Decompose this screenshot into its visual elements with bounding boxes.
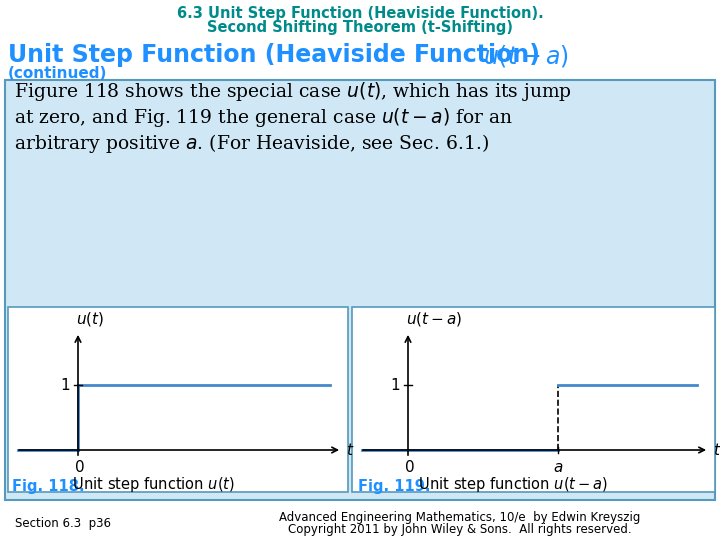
Text: 0: 0 — [405, 460, 415, 475]
Text: Figure 118 shows the special case $u(t)$, which has its jump: Figure 118 shows the special case $u(t)$… — [14, 80, 572, 103]
Text: $u(t-a)$: $u(t-a)$ — [406, 310, 462, 328]
Text: Advanced Engineering Mathematics, 10/e  by Edwin Kreyszig: Advanced Engineering Mathematics, 10/e b… — [279, 511, 641, 524]
Text: Unit Step Function (Heaviside Function): Unit Step Function (Heaviside Function) — [8, 43, 548, 67]
Text: Fig. 119.: Fig. 119. — [358, 479, 431, 494]
Text: $t$: $t$ — [346, 442, 354, 458]
FancyBboxPatch shape — [8, 307, 348, 492]
Text: Unit step function $u(t-a)$: Unit step function $u(t-a)$ — [414, 475, 608, 494]
Text: 1: 1 — [60, 377, 70, 393]
FancyBboxPatch shape — [352, 307, 715, 492]
Text: $u(t-a)$: $u(t-a)$ — [483, 43, 569, 69]
Text: $t$: $t$ — [713, 442, 720, 458]
Text: Copyright 2011 by John Wiley & Sons.  All rights reserved.: Copyright 2011 by John Wiley & Sons. All… — [288, 523, 632, 537]
Text: Unit step function $u(t)$: Unit step function $u(t)$ — [68, 475, 235, 494]
Text: 0: 0 — [75, 460, 85, 475]
Text: 1: 1 — [390, 377, 400, 393]
Text: $a$: $a$ — [553, 460, 563, 475]
Text: arbitrary positive $a$. (For Heaviside, see Sec. 6.1.): arbitrary positive $a$. (For Heaviside, … — [14, 132, 489, 155]
Text: Section 6.3  p36: Section 6.3 p36 — [15, 517, 111, 530]
Text: $u(t)$: $u(t)$ — [76, 310, 104, 328]
Text: (continued): (continued) — [8, 66, 107, 81]
FancyBboxPatch shape — [5, 80, 715, 500]
Text: 6.3 Unit Step Function (Heaviside Function).: 6.3 Unit Step Function (Heaviside Functi… — [176, 6, 544, 21]
Text: Fig. 118.: Fig. 118. — [12, 479, 85, 494]
Text: Second Shifting Theorem (t-Shifting): Second Shifting Theorem (t-Shifting) — [207, 20, 513, 35]
Text: at zero, and Fig. 119 the general case $u(t-a)$ for an: at zero, and Fig. 119 the general case $… — [14, 106, 513, 129]
